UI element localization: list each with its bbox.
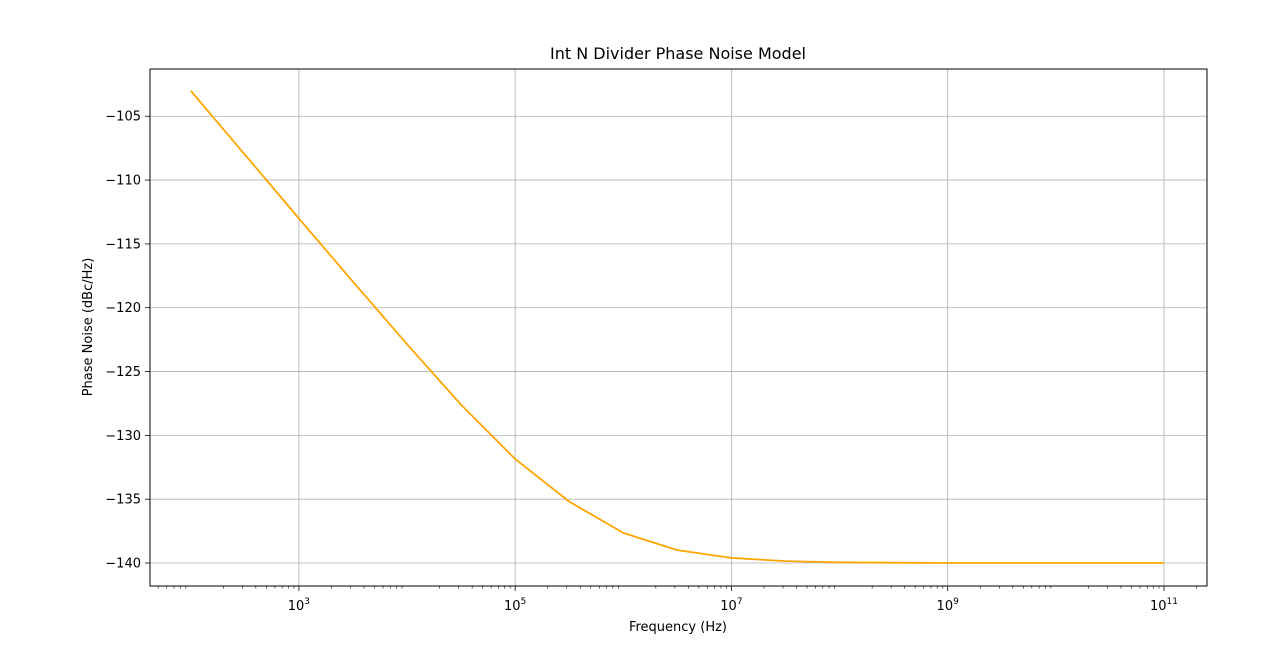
grid xyxy=(150,69,1207,586)
y-tick-label: −130 xyxy=(105,429,141,444)
x-tick-label: 107 xyxy=(720,597,742,614)
phase-noise-line xyxy=(190,90,1164,564)
chart-title: Int N Divider Phase Noise Model xyxy=(550,44,806,63)
x-tick-label: 103 xyxy=(288,597,310,614)
x-tick-label: 105 xyxy=(504,597,526,614)
y-tick-label: −110 xyxy=(105,174,141,189)
y-tick-label: −120 xyxy=(105,301,141,316)
series-layer xyxy=(190,90,1164,564)
y-tick-label: −140 xyxy=(105,557,141,572)
y-axis-label: Phase Noise (dBc/Hz) xyxy=(81,258,96,397)
plot-frame xyxy=(149,68,1208,587)
y-tick-label: −135 xyxy=(105,493,141,508)
x-tick-label: 109 xyxy=(937,597,960,614)
y-tick-label: −115 xyxy=(105,237,141,252)
x-tick-label: 1011 xyxy=(1150,597,1178,614)
y-tick-label: −125 xyxy=(105,365,141,380)
ticks: 103 105 107 109 1011 −105 −110 −115 −120 −125 −130… xyxy=(105,110,1197,614)
y-tick-label: −105 xyxy=(105,110,141,125)
x-axis-label: Frequency (Hz) xyxy=(629,620,727,635)
